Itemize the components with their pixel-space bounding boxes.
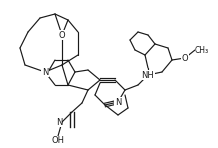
Text: NH: NH bbox=[142, 70, 154, 79]
Text: OH: OH bbox=[51, 136, 65, 145]
Text: CH₃: CH₃ bbox=[195, 45, 209, 54]
Text: O: O bbox=[182, 53, 188, 62]
Text: N: N bbox=[42, 67, 48, 77]
Text: N: N bbox=[56, 118, 62, 127]
Text: O: O bbox=[59, 30, 65, 40]
Text: N: N bbox=[115, 98, 121, 107]
